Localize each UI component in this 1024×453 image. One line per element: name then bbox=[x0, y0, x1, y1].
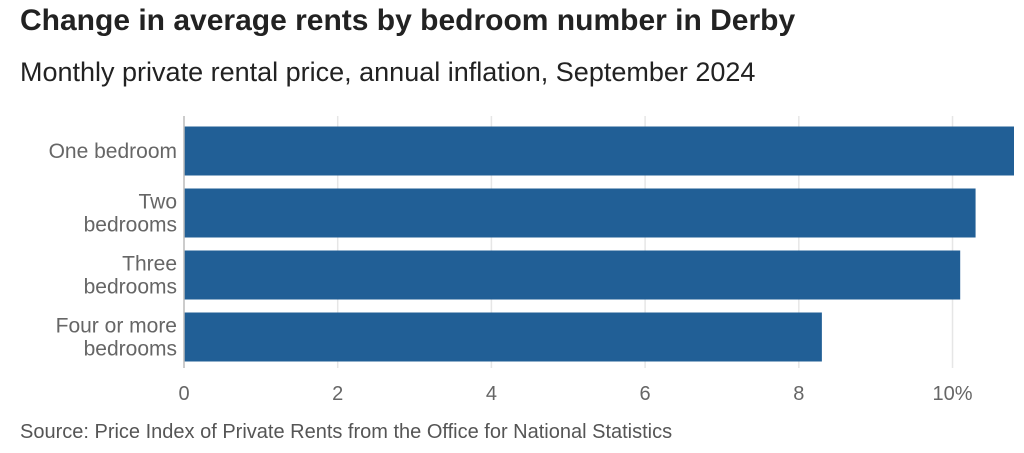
category-label-3: Four or more bedrooms bbox=[56, 315, 177, 361]
chart-title: Change in average rents by bedroom numbe… bbox=[20, 4, 796, 37]
tick-label-8: 8 bbox=[793, 383, 804, 405]
category-label-0: One bedroom bbox=[49, 140, 177, 163]
category-label-2: Three bedrooms bbox=[84, 253, 177, 299]
chart-subtitle: Monthly private rental price, annual inf… bbox=[20, 57, 756, 87]
source-note: Source: Price Index of Private Rents fro… bbox=[20, 421, 673, 443]
tick-label-6: 6 bbox=[640, 383, 651, 405]
category-labels: One bedroom Two bedrooms Three bedrooms Four … bbox=[49, 140, 177, 361]
x-tick-labels: 0 2 4 6 8 10% bbox=[178, 383, 972, 405]
tick-label-10: 10% bbox=[933, 383, 973, 405]
tick-label-2: 2 bbox=[332, 383, 343, 405]
bar-2 bbox=[184, 250, 961, 300]
bars bbox=[184, 126, 1014, 362]
bar-1 bbox=[184, 188, 976, 238]
bar-0 bbox=[184, 126, 1014, 176]
tick-label-0: 0 bbox=[178, 383, 189, 405]
bar-3 bbox=[184, 312, 822, 362]
category-label-1: Two bedrooms bbox=[84, 191, 177, 237]
tick-label-4: 4 bbox=[486, 383, 497, 405]
